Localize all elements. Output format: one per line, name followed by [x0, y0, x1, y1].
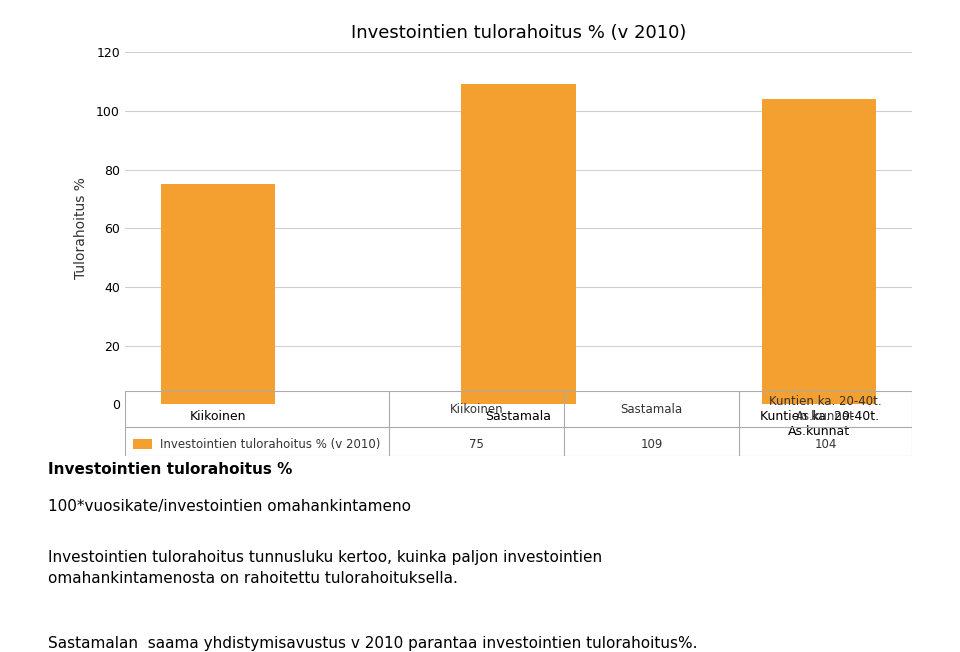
Text: Sastamalan  saama yhdistymisavustus v 2010 parantaa investointien tulorahoitus%.: Sastamalan saama yhdistymisavustus v 201…: [48, 636, 698, 651]
Bar: [461, 84, 576, 404]
Text: Kuntien ka. 20-40t.
As.kunnat: Kuntien ka. 20-40t. As.kunnat: [769, 396, 881, 423]
Text: Sastamala: Sastamala: [620, 403, 683, 416]
Bar: [762, 99, 876, 404]
Text: 100*vuosikate/investointien omahankintameno: 100*vuosikate/investointien omahankintam…: [48, 499, 411, 514]
Text: Investointien tulorahoitus %: Investointien tulorahoitus %: [48, 462, 293, 477]
Text: 104: 104: [814, 438, 836, 451]
Text: 109: 109: [640, 438, 662, 451]
Bar: [132, 439, 153, 449]
Title: Investointien tulorahoitus % (v 2010): Investointien tulorahoitus % (v 2010): [350, 24, 686, 42]
Text: Investointien tulorahoitus % (v 2010): Investointien tulorahoitus % (v 2010): [160, 438, 380, 451]
Text: Investointien tulorahoitus tunnusluku kertoo, kuinka paljon investointien
omahan: Investointien tulorahoitus tunnusluku ke…: [48, 550, 602, 586]
Text: Kiikoinen: Kiikoinen: [449, 403, 503, 416]
Bar: [160, 184, 275, 404]
Y-axis label: Tulorahoitus %: Tulorahoitus %: [74, 177, 87, 279]
Text: 75: 75: [468, 438, 484, 451]
